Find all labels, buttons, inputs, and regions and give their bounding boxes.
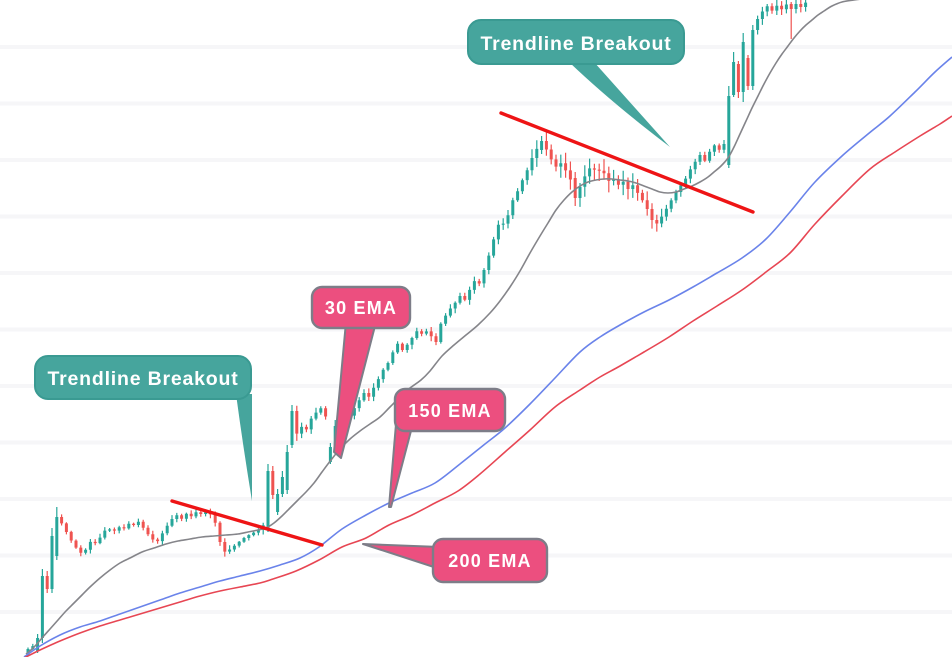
svg-text:30 EMA: 30 EMA bbox=[325, 298, 397, 318]
svg-text:200 EMA: 200 EMA bbox=[448, 551, 531, 571]
svg-text:Trendline Breakout: Trendline Breakout bbox=[47, 368, 238, 390]
svg-text:Trendline Breakout: Trendline Breakout bbox=[480, 33, 671, 55]
svg-text:150 EMA: 150 EMA bbox=[408, 401, 491, 421]
